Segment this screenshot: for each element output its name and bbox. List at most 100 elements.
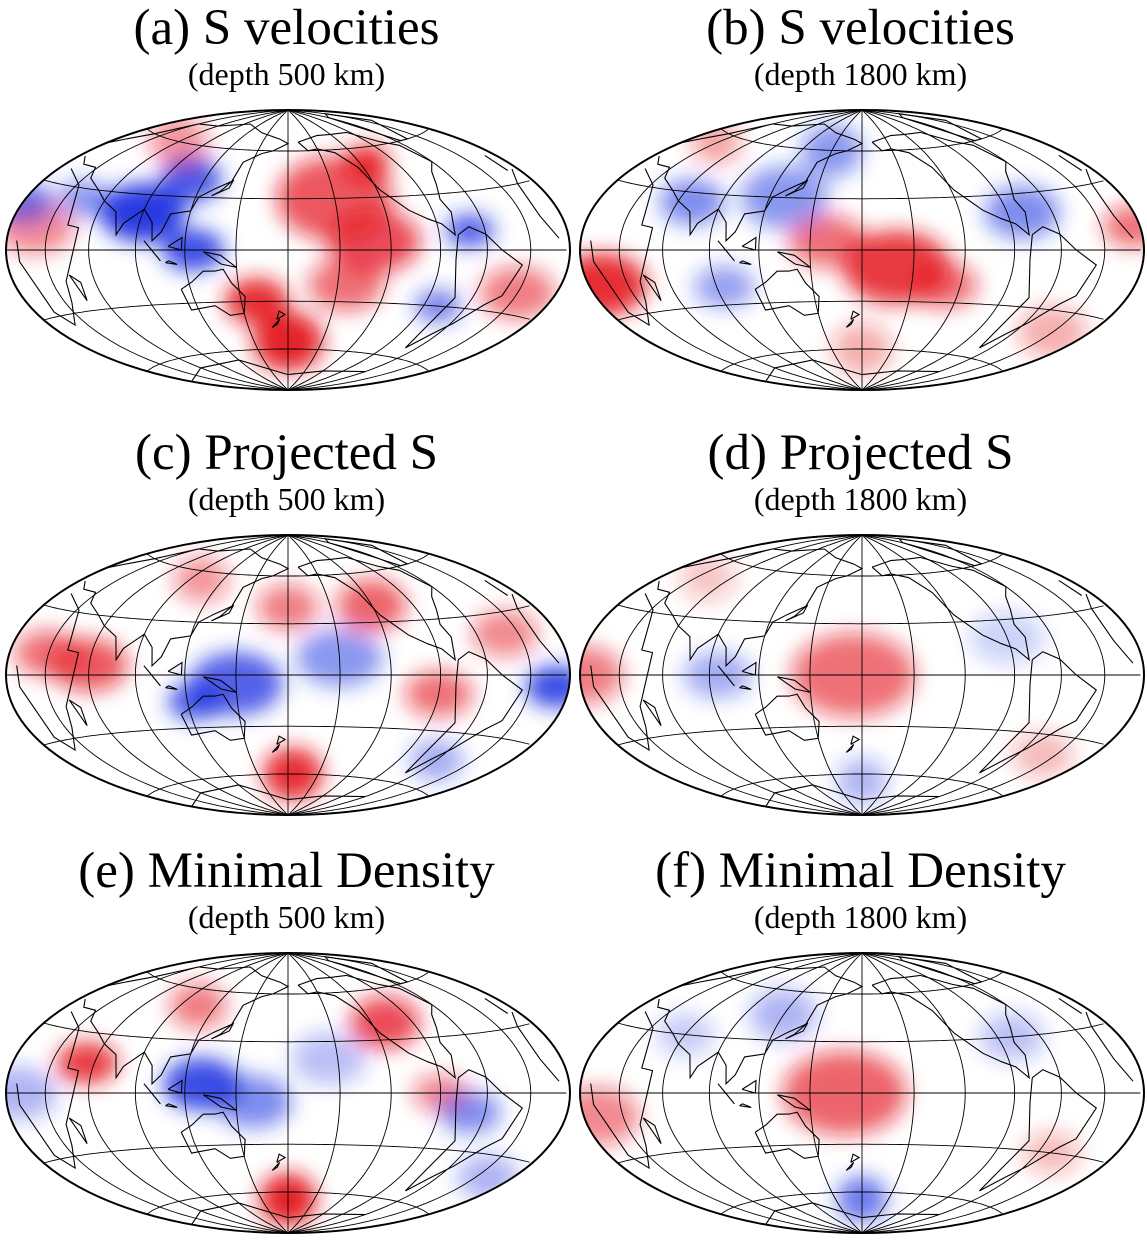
- parallel-line: [720, 1191, 1003, 1215]
- coastline: [203, 251, 237, 268]
- coastline: [845, 1162, 855, 1171]
- coastline: [180, 1111, 246, 1159]
- coastline: [297, 974, 456, 1080]
- parallel-line: [720, 971, 1003, 995]
- panel-subtitle: (depth 1800 km): [753, 481, 968, 517]
- coastline: [484, 997, 509, 1014]
- coastline: [741, 236, 757, 251]
- anomaly-positive: [343, 144, 390, 183]
- anomaly-positive: [173, 556, 229, 603]
- coastline: [785, 1022, 809, 1040]
- coastline: [143, 1083, 161, 1105]
- coastlines: [16, 113, 560, 382]
- coastline: [511, 168, 519, 184]
- anomaly-negative: [291, 1032, 368, 1085]
- parallel-line: [720, 128, 1003, 152]
- coastline: [517, 1026, 560, 1082]
- coastline: [143, 665, 161, 687]
- coastline: [68, 1117, 88, 1145]
- coastline: [754, 693, 820, 741]
- coastline: [16, 168, 80, 327]
- anomaly-positive: [580, 253, 648, 317]
- coastline: [165, 1103, 178, 1108]
- anomaly-positive: [169, 982, 227, 1029]
- coastline: [287, 1213, 366, 1219]
- panel-subtitle: (depth 1800 km): [753, 56, 968, 92]
- parallel-line: [43, 604, 530, 625]
- anomaly-positive: [327, 209, 421, 273]
- coastline: [657, 123, 864, 243]
- coastline: [297, 556, 456, 662]
- coastline: [405, 1069, 524, 1192]
- panel-a: (a) S velocities (depth 500 km): [0, 0, 573, 417]
- coastlines: [590, 956, 1134, 1225]
- coastline: [517, 608, 560, 664]
- coastline: [642, 699, 662, 727]
- anomaly-negative: [168, 682, 224, 721]
- coastline: [765, 784, 863, 807]
- coastline: [777, 251, 811, 268]
- coastline: [979, 226, 1098, 349]
- parallel-line: [43, 1143, 530, 1164]
- anomaly-negative: [439, 1091, 501, 1134]
- coastline: [861, 795, 940, 801]
- coastline: [191, 1202, 289, 1225]
- map-border: [579, 952, 1145, 1234]
- coastline: [871, 974, 1030, 1080]
- parallel-line: [43, 179, 530, 200]
- panel-title: (d) Projected S: [707, 425, 1014, 481]
- coastline: [642, 1117, 662, 1145]
- coastline: [717, 240, 735, 262]
- coastline: [323, 113, 409, 142]
- anomaly-negative: [457, 1154, 519, 1201]
- coastline: [590, 593, 654, 752]
- coastline: [1058, 997, 1083, 1014]
- anomaly-positive: [1102, 205, 1144, 248]
- parallel-line: [43, 1022, 530, 1043]
- coastline: [83, 123, 290, 243]
- graticule: [6, 110, 567, 390]
- coastline: [165, 260, 178, 265]
- anomaly-positive: [679, 554, 737, 601]
- coastlines: [590, 538, 1134, 807]
- coastline: [276, 1153, 287, 1163]
- coastline: [68, 699, 88, 727]
- global-map: [579, 534, 1145, 816]
- coastline: [979, 651, 1098, 774]
- anomaly-negative: [214, 1075, 292, 1128]
- coastline: [297, 131, 456, 237]
- coastline: [590, 1011, 654, 1170]
- panel-c: (c) Projected S (depth 500 km): [0, 425, 573, 842]
- coastline: [167, 236, 183, 251]
- panel-e: (e) Minimal Density (depth 500 km): [0, 843, 573, 1260]
- anomaly-negative: [984, 185, 1060, 239]
- panel-d: (d) Projected S (depth 1800 km): [574, 425, 1147, 842]
- coastline: [657, 966, 864, 1086]
- coastline: [517, 183, 560, 239]
- coastline: [191, 359, 289, 382]
- parallel-line: [146, 348, 429, 372]
- coastline: [754, 1111, 820, 1159]
- panel-title: (a) S velocities: [133, 0, 440, 56]
- coastline: [1091, 183, 1134, 239]
- coastline: [845, 319, 855, 328]
- coastline: [765, 1202, 863, 1225]
- anomaly-positive: [308, 258, 384, 312]
- parallel-line: [617, 300, 1104, 321]
- coastline: [897, 538, 983, 567]
- panel-subtitle: (depth 500 km): [187, 56, 386, 92]
- coastline: [739, 685, 752, 690]
- coastline: [741, 661, 757, 676]
- coastline: [287, 795, 366, 801]
- coastline: [777, 1094, 811, 1111]
- coastline: [1058, 579, 1083, 596]
- coastline: [83, 966, 290, 1086]
- panel-f: (f) Minimal Density (depth 1800 km): [574, 843, 1147, 1260]
- coastline: [287, 370, 366, 376]
- global-map: [579, 952, 1145, 1234]
- coastlines: [16, 538, 560, 807]
- panel-title: (e) Minimal Density: [78, 843, 495, 899]
- coastline: [323, 538, 409, 567]
- coastline: [717, 665, 735, 687]
- coastline: [850, 1153, 861, 1163]
